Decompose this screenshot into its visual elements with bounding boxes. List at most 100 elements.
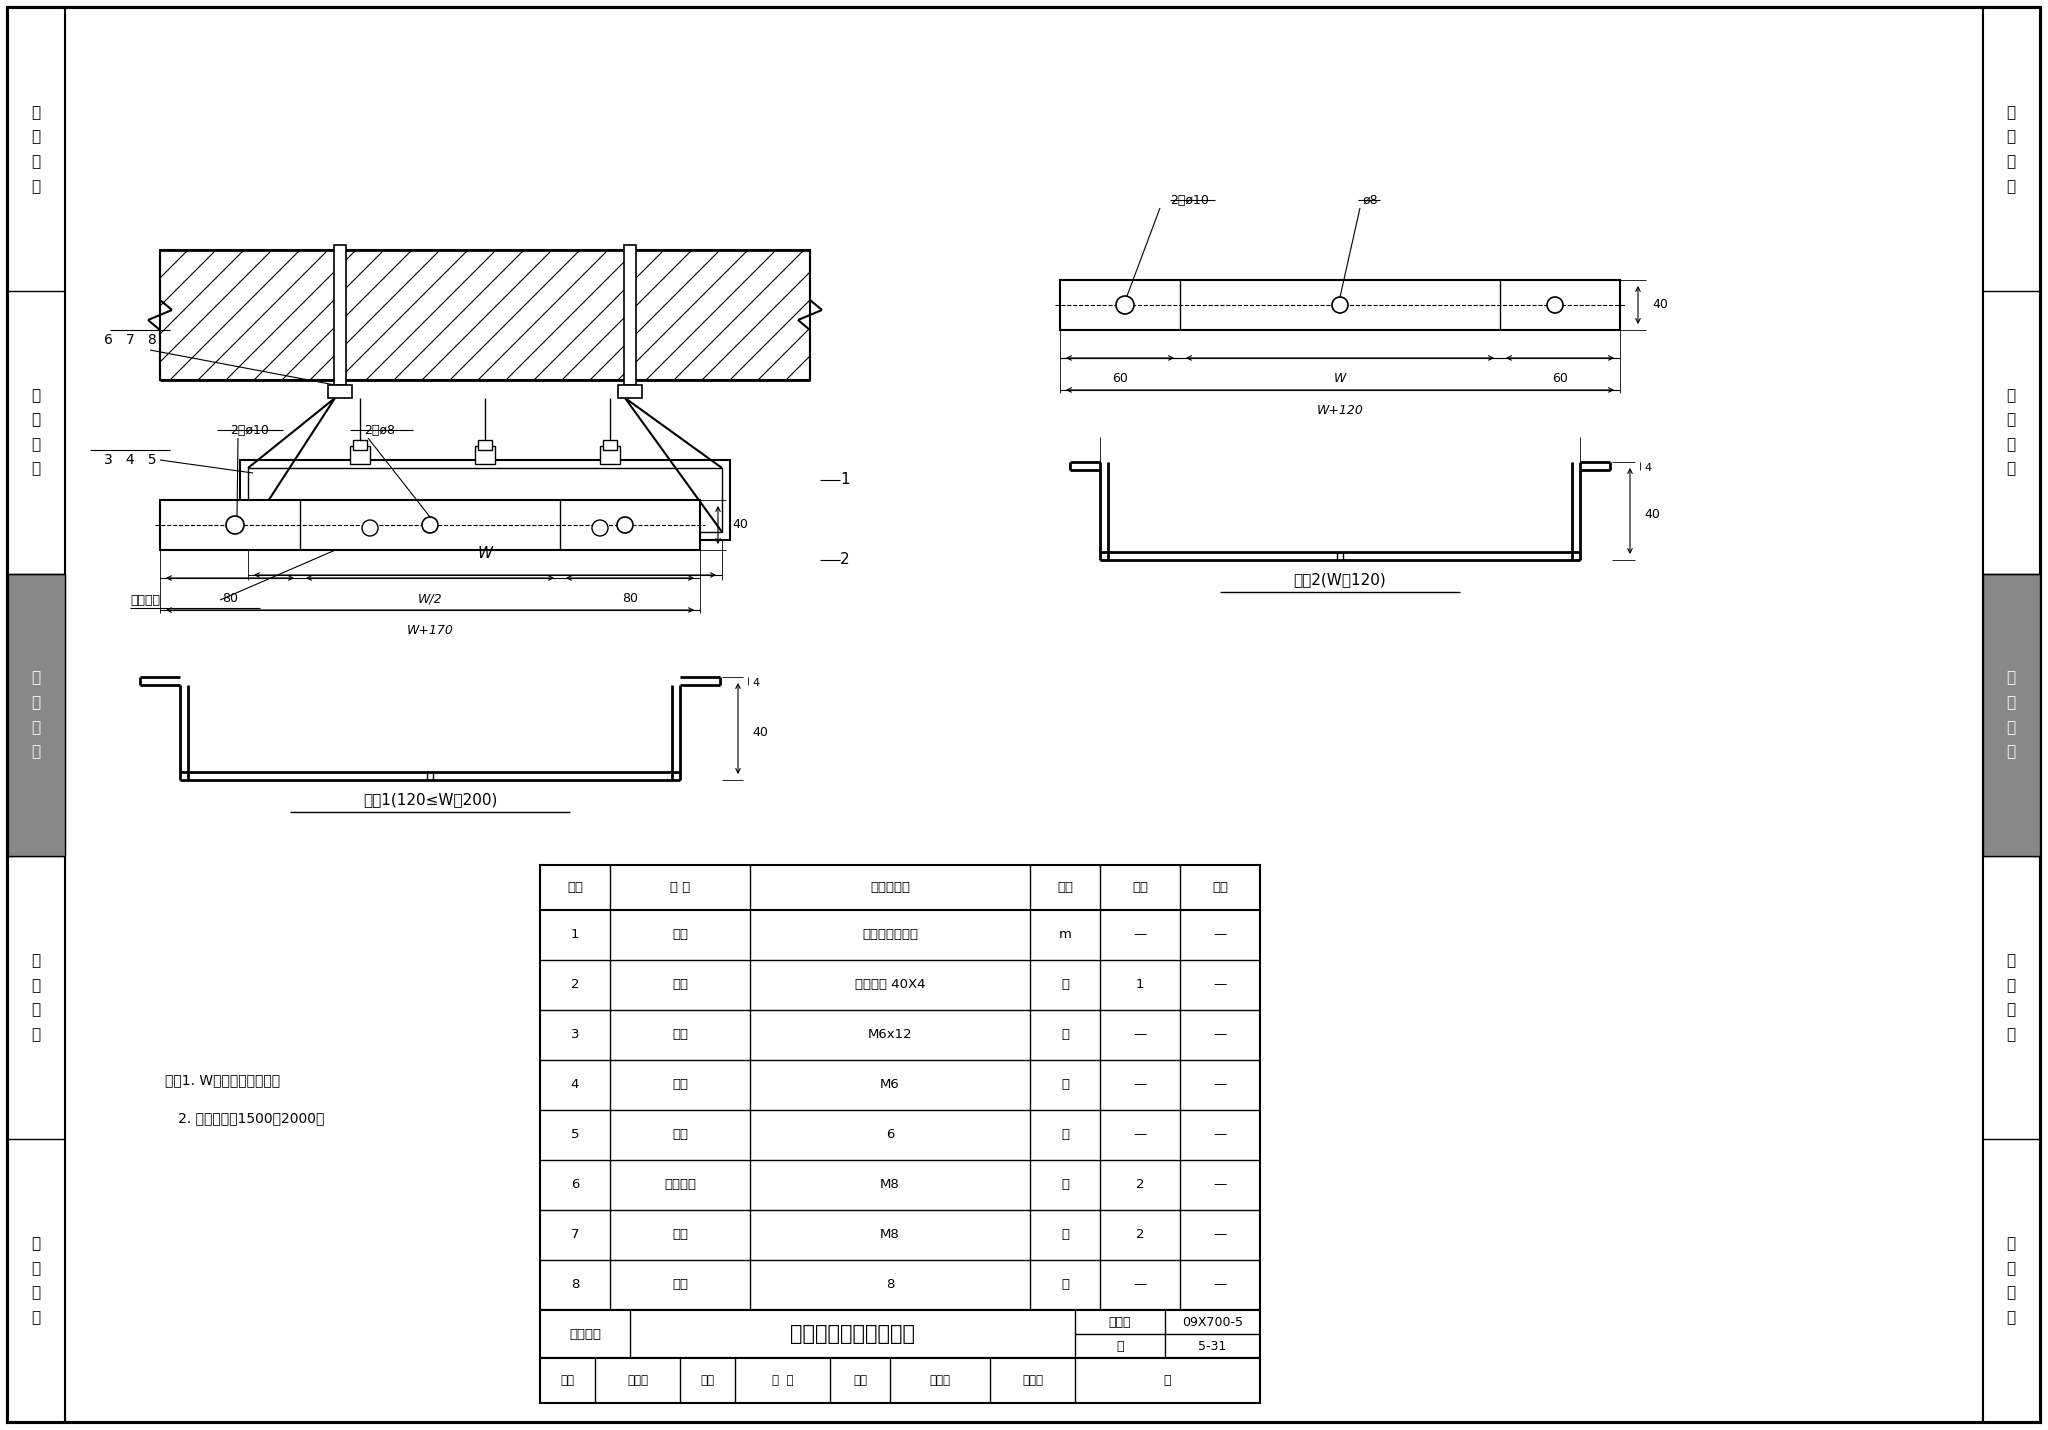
Text: W+170: W+170 (408, 623, 453, 636)
Text: 2: 2 (571, 978, 580, 991)
Text: 6   7   8: 6 7 8 (104, 333, 156, 347)
Bar (541, 1358, 1260, 1403)
Text: 张光中: 张光中 (1022, 1374, 1042, 1387)
Text: 陶  培: 陶 培 (772, 1374, 793, 1387)
Text: 注：1. W为金属线槽宽度。: 注：1. W为金属线槽宽度。 (166, 1072, 281, 1087)
Text: 2. 托架间距为1500～2000。: 2. 托架间距为1500～2000。 (166, 1111, 324, 1125)
Text: —: — (1212, 978, 1227, 991)
Text: —: — (1212, 1078, 1227, 1091)
Bar (541, 865, 1260, 1310)
Text: —: — (1133, 1078, 1147, 1091)
Bar (618, 385, 641, 398)
Text: 40: 40 (752, 726, 768, 739)
Text: 60: 60 (1112, 372, 1128, 385)
Text: 7: 7 (571, 1228, 580, 1241)
Text: 型号及规格: 型号及规格 (870, 881, 909, 894)
Text: 个: 个 (1061, 1178, 1069, 1191)
Bar (1982, 573, 2040, 857)
Text: 设
备
安
装: 设 备 安 装 (2007, 954, 2015, 1042)
Text: 5: 5 (571, 1128, 580, 1141)
Bar (477, 440, 492, 450)
Text: 缆
线
敷
设: 缆 线 敷 设 (31, 671, 41, 759)
Bar (350, 446, 371, 463)
Text: —: — (1133, 928, 1147, 941)
Text: 2孔ø10: 2孔ø10 (1171, 193, 1210, 206)
Circle shape (422, 518, 438, 533)
Text: 线槽: 线槽 (672, 928, 688, 941)
Text: 缆
线
敷
设: 缆 线 敷 设 (2007, 671, 2015, 759)
Text: 个: 个 (1061, 1128, 1069, 1141)
Bar (1061, 280, 1620, 330)
Circle shape (616, 518, 633, 533)
Text: 供
电
电
源: 供 电 电 源 (2007, 388, 2015, 476)
Text: 4: 4 (571, 1078, 580, 1091)
Text: 40: 40 (1653, 299, 1667, 312)
Text: 胀锚螺栓: 胀锚螺栓 (664, 1178, 696, 1191)
Circle shape (362, 521, 379, 536)
Text: 缆线敷设: 缆线敷设 (569, 1327, 600, 1340)
Bar (475, 446, 496, 463)
Text: 备注: 备注 (1212, 881, 1229, 894)
Text: 个: 个 (1061, 1078, 1069, 1091)
Text: —: — (1212, 1128, 1227, 1141)
Bar (160, 500, 700, 551)
Text: 页: 页 (1116, 1340, 1124, 1353)
Text: 供
电
电
源: 供 电 电 源 (31, 388, 41, 476)
Text: 2孔ø8: 2孔ø8 (365, 423, 395, 436)
Bar (328, 385, 352, 398)
Text: 6: 6 (887, 1128, 895, 1141)
Text: 4: 4 (752, 678, 760, 688)
Text: —: — (1212, 928, 1227, 941)
Text: 审核: 审核 (561, 1374, 575, 1387)
Text: ø8: ø8 (1362, 193, 1378, 206)
Text: —: — (1212, 1228, 1227, 1241)
Text: —: — (1133, 1278, 1147, 1291)
Text: 托架: 托架 (672, 978, 688, 991)
Text: 4: 4 (1645, 463, 1651, 473)
Text: 8: 8 (887, 1278, 895, 1291)
Text: 80: 80 (221, 592, 238, 605)
Bar (8, 573, 66, 857)
Text: 2: 2 (840, 552, 850, 568)
Circle shape (225, 516, 244, 533)
Text: 镀锌扁钢 40X4: 镀锌扁钢 40X4 (854, 978, 926, 991)
Text: 数量: 数量 (1133, 881, 1149, 894)
Circle shape (1116, 296, 1135, 315)
Text: 页: 页 (1163, 1374, 1171, 1387)
Text: 螺钉: 螺钉 (672, 1028, 688, 1041)
Text: 螺母: 螺母 (672, 1078, 688, 1091)
Text: 托架1(120≤W＜200): 托架1(120≤W＜200) (362, 792, 498, 808)
Bar (8, 9, 66, 1421)
Bar (1982, 9, 2040, 1421)
Text: 垫圈: 垫圈 (672, 1278, 688, 1291)
Text: 编号: 编号 (567, 881, 584, 894)
Text: —: — (1212, 1028, 1227, 1041)
Bar (600, 446, 621, 463)
Text: 张光中: 张光中 (930, 1374, 950, 1387)
Text: 图集号: 图集号 (1108, 1316, 1130, 1328)
Text: —: — (1212, 1178, 1227, 1191)
Text: 校对: 校对 (700, 1374, 715, 1387)
Text: 防
雷
接
地: 防 雷 接 地 (31, 1236, 41, 1326)
Circle shape (1546, 297, 1563, 313)
Text: 1: 1 (571, 928, 580, 941)
Text: 托架2(W＜120): 托架2(W＜120) (1294, 572, 1386, 588)
Bar (240, 460, 729, 541)
Bar (541, 1310, 1260, 1358)
Text: 40: 40 (1645, 509, 1659, 522)
Text: 3: 3 (571, 1028, 580, 1041)
Text: 09X700-5: 09X700-5 (1182, 1316, 1243, 1328)
Text: W: W (477, 546, 494, 561)
Text: M6: M6 (881, 1078, 899, 1091)
Text: 金属线槽沿墙垂直安装: 金属线槽沿墙垂直安装 (791, 1324, 915, 1344)
Text: m: m (1059, 928, 1071, 941)
Circle shape (592, 521, 608, 536)
Text: —: — (1133, 1128, 1147, 1141)
Text: W+120: W+120 (1317, 405, 1364, 418)
Text: 1: 1 (1137, 978, 1145, 991)
Text: 垫圈: 垫圈 (672, 1128, 688, 1141)
Text: 1: 1 (840, 472, 850, 488)
Text: 设计: 设计 (854, 1374, 866, 1387)
Bar (334, 245, 346, 385)
Text: 机
房
工
程: 机 房 工 程 (31, 104, 41, 194)
